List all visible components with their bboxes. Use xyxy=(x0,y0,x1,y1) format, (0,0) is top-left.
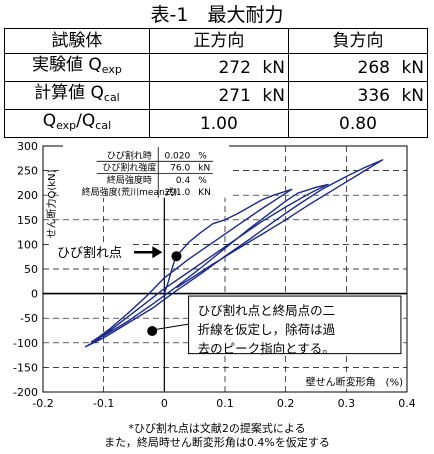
y-tick-label: -50 xyxy=(20,312,38,325)
x-tick-label: -0.2 xyxy=(32,397,53,410)
x-tick-label: 0.3 xyxy=(338,397,356,410)
x-tick-label: 0.4 xyxy=(398,397,416,410)
y-tick-label: 0 xyxy=(31,288,38,301)
crack-point-label: ひび割れ点 xyxy=(57,245,122,261)
ratio-negative: 0.80 xyxy=(287,109,429,138)
header-specimen: 試験体 xyxy=(4,28,150,54)
annotation-text: 去のピーク指向とする。 xyxy=(198,341,335,356)
legend-value: 0.020 xyxy=(164,151,190,161)
y-axis-label: せん断力Q(kN) xyxy=(45,169,58,238)
legend-value: 0.4 xyxy=(176,176,191,186)
crack-point-marker xyxy=(171,251,182,262)
annotation-text: 折線を仮定し，除荷は過 xyxy=(198,322,336,337)
annotation-text: ひび割れ点と終局点の二 xyxy=(198,303,336,318)
crack-label-background xyxy=(53,242,129,263)
cell-positive: 272 kN xyxy=(148,53,289,82)
y-tick-label: 150 xyxy=(17,214,38,227)
legend-unit: % xyxy=(198,176,207,186)
y-tick-label: 50 xyxy=(24,263,38,276)
legend-value: 291.0 xyxy=(164,188,190,198)
ratio-label: Qexp/Qcal xyxy=(4,109,150,138)
x-tick-label: 0.2 xyxy=(277,397,295,410)
table-header-row: 試験体 正方向 負方向 xyxy=(4,28,429,54)
crack-arrow-head xyxy=(152,246,163,259)
y-tick-label: 250 xyxy=(17,165,38,178)
header-negative: 負方向 xyxy=(287,28,429,54)
x-tick-label: 0 xyxy=(161,397,168,410)
legend-unit: % xyxy=(198,151,207,161)
legend-label: 終局強度時 xyxy=(107,174,152,186)
legend-label: 終局強度(荒川mean式) xyxy=(82,186,178,198)
x-tick-label: -0.1 xyxy=(93,397,114,410)
cell-positive: 271 kN xyxy=(148,81,289,110)
x-axis-label: 壁せん断変形角 (%) xyxy=(306,376,403,389)
legend-unit: kN xyxy=(198,164,210,174)
ratio-positive: 1.00 xyxy=(148,109,289,138)
x-tick-label: 0.1 xyxy=(216,397,234,410)
legend-value: 76.0 xyxy=(170,164,190,174)
row-label: 実験値 Qexp xyxy=(4,53,150,82)
legend-background xyxy=(63,144,229,198)
y-tick-label: 300 xyxy=(17,140,38,153)
legend-label: ひび割れ時 xyxy=(107,149,152,161)
annotation-box xyxy=(188,295,402,355)
y-tick-label: -150 xyxy=(13,361,38,374)
footnote-line-1: *ひび割れ点は文献2の提案式による xyxy=(128,422,306,435)
y-tick-label: 200 xyxy=(17,189,38,202)
y-tick-label: 100 xyxy=(17,238,38,251)
table-row-ratio: Qexp/Qcal 1.00 0.80 xyxy=(4,109,429,138)
table-row: 実験値 Qexp 272 kN 268 kN xyxy=(4,53,429,82)
hysteresis-chart: 300 250 200 150 100 50 0 -50 -100 -150 -200-0.2 -0.… xyxy=(13,140,416,410)
header-positive: 正方向 xyxy=(148,28,289,54)
hysteresis-series-line xyxy=(84,159,384,348)
annotation-pointer xyxy=(155,323,189,331)
table-row: 計算値 Qcal 271 kN 336 kN xyxy=(4,81,429,110)
y-tick-label: -200 xyxy=(13,386,38,399)
table-title: 表-1 最大耐力 xyxy=(150,4,284,26)
cell-negative: 268 kN xyxy=(287,53,429,82)
legend-unit: KN xyxy=(198,188,211,198)
results-table: 試験体 正方向 負方向 実験値 Qexp 272 kN 268 kN 計算値 Qca… xyxy=(4,28,429,138)
crack-point-marker-negative xyxy=(147,325,158,336)
row-label: 計算値 Qcal xyxy=(4,81,150,110)
cell-negative: 336 kN xyxy=(287,81,429,110)
y-tick-label: -100 xyxy=(13,337,38,350)
x-label-background xyxy=(288,373,406,389)
legend-label: ひび割れ強度 xyxy=(102,162,156,174)
footnote-line-2: また，終局時せん断変形角は0.4%を仮定する xyxy=(104,436,330,449)
